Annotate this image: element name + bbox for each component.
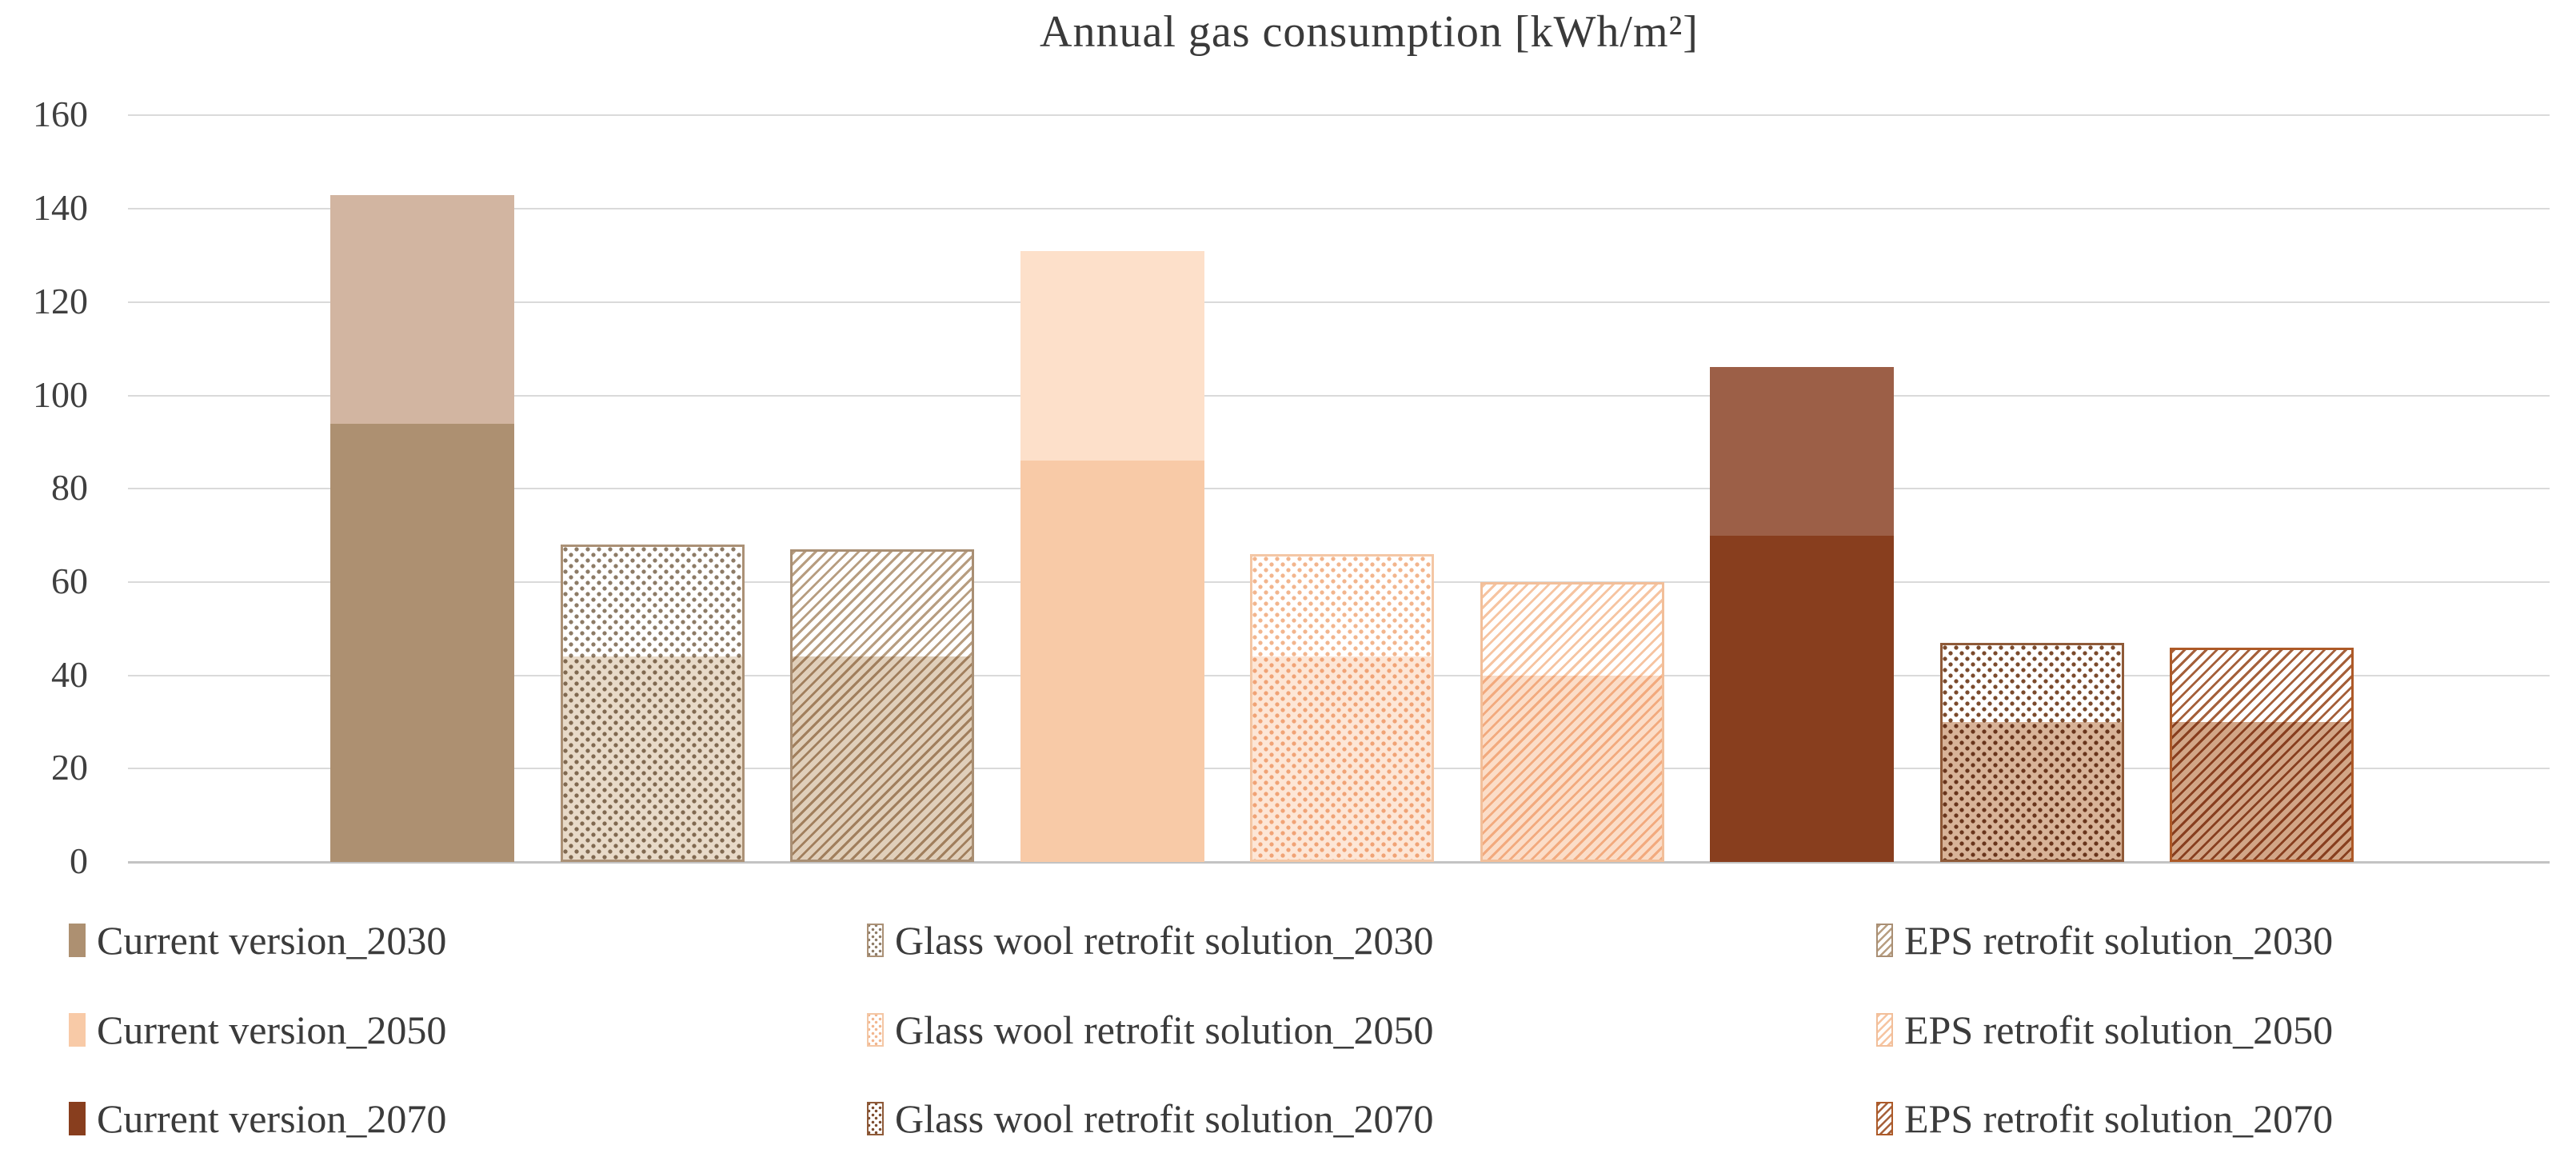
bar-lower-segment [1252, 656, 1432, 860]
y-tick-label: 60 [51, 560, 88, 601]
legend-swatch-solid-icon [69, 924, 86, 957]
bar-lower-segment [1710, 535, 1894, 862]
y-tick-label: 120 [33, 280, 88, 321]
legend-item-current-version-2050: Current version_2050 [69, 1007, 446, 1053]
legend-item-label: Glass wool retrofit solution_2030 [895, 918, 1434, 963]
bar-eps-retrofit-solution-2030 [790, 549, 974, 862]
legend-item-label: EPS retrofit solution_2070 [1904, 1096, 2334, 1141]
bar-lower-segment [1482, 675, 1662, 860]
bar-lower-segment [562, 656, 742, 860]
y-tick-label: 100 [33, 373, 88, 415]
legend-swatch-solid-icon [69, 1102, 86, 1135]
gridline-y-0 [128, 861, 2550, 864]
gridline-y-140 [128, 208, 2550, 210]
bar-lower-segment [1020, 461, 1204, 862]
bar-lower-segment [330, 423, 514, 862]
y-tick-label: 160 [33, 94, 88, 135]
bar-lower-segment [793, 656, 972, 860]
legend-item-eps-retrofit-solution-2070: EPS retrofit solution_2070 [1876, 1095, 2333, 1142]
bar-eps-retrofit-solution-2050 [1480, 581, 1664, 862]
y-tick-label: 140 [33, 187, 88, 229]
bar-lower-segment [2172, 721, 2351, 860]
chart-title: Annual gas consumption [kWh/m²] [1040, 7, 1699, 57]
gridline-y-120 [128, 301, 2550, 303]
legend-item-label: Current version_2070 [97, 1096, 447, 1141]
y-tick-label: 40 [51, 653, 88, 695]
legend-item-eps-retrofit-solution-2030: EPS retrofit solution_2030 [1876, 917, 2333, 964]
legend-swatch-hatched-icon [1876, 924, 1893, 957]
y-tick-label: 80 [51, 467, 88, 509]
legend-item-label: Glass wool retrofit solution_2050 [895, 1007, 1434, 1052]
gridline-y-80 [128, 488, 2550, 490]
legend-item-label: Current version_2050 [97, 1007, 447, 1052]
legend-item-label: Current version_2030 [97, 918, 447, 963]
legend-swatch-dotted-icon [867, 1013, 884, 1047]
legend-swatch-hatched-icon [1876, 1013, 1893, 1047]
y-tick-label: 0 [70, 840, 88, 882]
legend-swatch-solid-icon [69, 1013, 86, 1047]
bar-current-version-2030 [330, 194, 514, 862]
gridline-y-100 [128, 394, 2550, 397]
bar-eps-retrofit-solution-2070 [2170, 647, 2354, 862]
legend-item-current-version-2070: Current version_2070 [69, 1095, 446, 1142]
bar-glass-wool-retrofit-solution-2070 [1939, 642, 2124, 862]
bar-current-version-2050 [1020, 250, 1204, 862]
gridline-y-160 [128, 114, 2550, 117]
bar-glass-wool-retrofit-solution-2030 [560, 545, 745, 862]
legend-item-label: EPS retrofit solution_2030 [1904, 918, 2334, 963]
legend-swatch-dotted-icon [867, 924, 884, 957]
bar-current-version-2070 [1710, 367, 1894, 862]
legend-item-glass-wool-retrofit-solution-2070: Glass wool retrofit solution_2070 [867, 1095, 1434, 1142]
legend-item-label: Glass wool retrofit solution_2070 [895, 1096, 1434, 1141]
legend-item-label: EPS retrofit solution_2050 [1904, 1007, 2334, 1052]
bar-glass-wool-retrofit-solution-2050 [1250, 553, 1434, 862]
legend-item-eps-retrofit-solution-2050: EPS retrofit solution_2050 [1876, 1007, 2333, 1053]
legend-item-glass-wool-retrofit-solution-2050: Glass wool retrofit solution_2050 [867, 1007, 1434, 1053]
legend-swatch-hatched-icon [1876, 1102, 1893, 1135]
y-tick-label: 20 [51, 747, 88, 788]
legend-item-current-version-2030: Current version_2030 [69, 917, 446, 964]
legend-swatch-dotted-icon [867, 1102, 884, 1135]
bar-lower-segment [1942, 721, 2122, 860]
legend-item-glass-wool-retrofit-solution-2030: Glass wool retrofit solution_2030 [867, 917, 1434, 964]
